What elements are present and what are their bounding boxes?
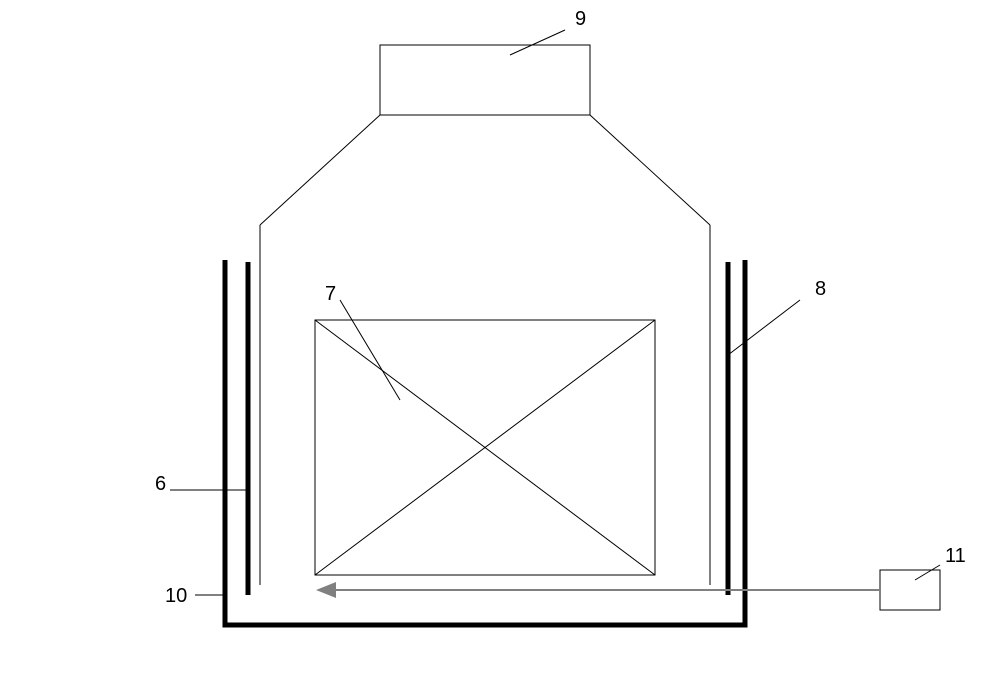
pump-box <box>880 570 940 610</box>
schematic-diagram: 6 7 8 9 10 11 <box>0 0 1000 699</box>
leader-11 <box>915 565 940 580</box>
outer-u-jacket <box>225 260 745 625</box>
label-7: 7 <box>325 283 336 305</box>
shoulder-left <box>260 115 380 225</box>
label-10: 10 <box>165 585 187 607</box>
label-11: 11 <box>945 545 966 567</box>
label-9: 9 <box>575 8 586 30</box>
leader-8 <box>728 300 800 355</box>
shoulder-right <box>590 115 710 225</box>
leader-9 <box>510 30 565 55</box>
label-8: 8 <box>815 278 826 300</box>
top-box <box>380 45 590 115</box>
label-6: 6 <box>155 473 166 495</box>
leader-7 <box>340 300 400 400</box>
